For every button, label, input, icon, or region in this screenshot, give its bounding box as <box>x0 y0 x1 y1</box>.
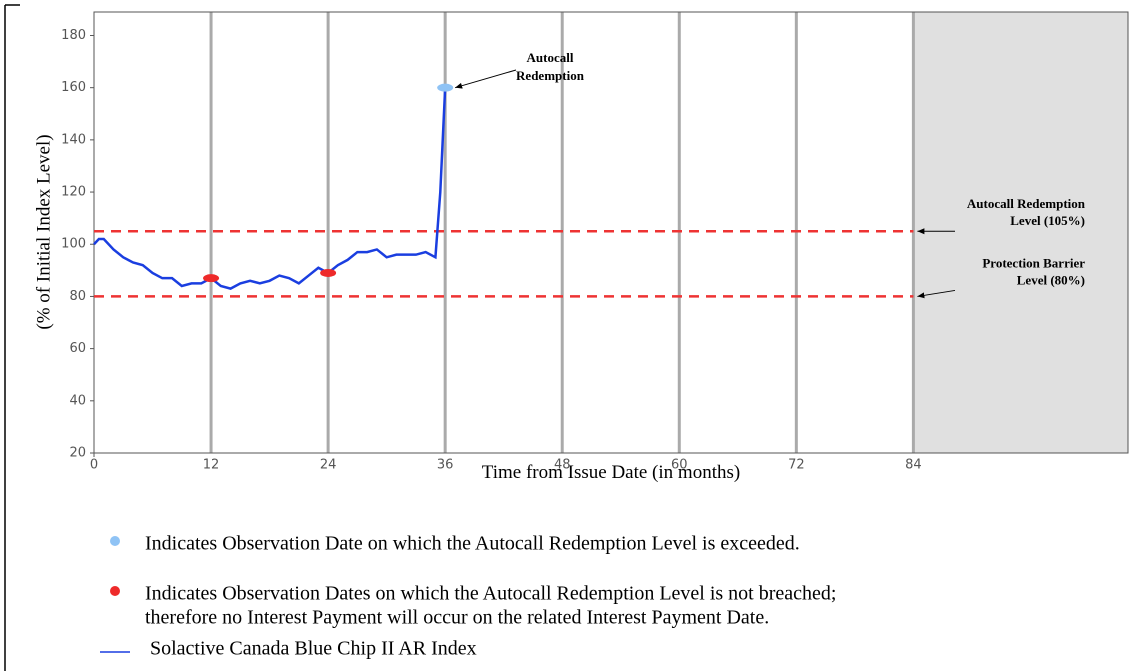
y-tick-label: 140 <box>61 132 86 147</box>
y-axis-label: (% of Initial Index Level) <box>33 134 54 329</box>
annotation-arrow <box>455 69 517 89</box>
annotation: Redemption <box>516 68 585 83</box>
x-axis-label: Time from Issue Date (in months) <box>482 462 740 483</box>
x-tick-label: 84 <box>905 458 922 473</box>
legend-label: Indicates Observation Date on which the … <box>145 533 800 555</box>
x-tick-label: 24 <box>320 458 337 473</box>
y-tick-label: 160 <box>61 80 86 95</box>
y-tick-label: 100 <box>61 237 86 252</box>
x-tick-label: 60 <box>671 458 688 473</box>
level-arrow <box>917 289 956 299</box>
x-tick-label: 36 <box>437 458 454 473</box>
observation-marker <box>203 274 220 283</box>
legend-marker <box>110 586 120 596</box>
level-label: Autocall Redemption <box>967 196 1086 211</box>
y-tick-label: 180 <box>61 28 86 43</box>
legend-marker <box>110 536 120 546</box>
x-tick-label: 12 <box>203 458 220 473</box>
legend-label: Solactive Canada Blue Chip II AR Index <box>150 638 477 660</box>
observation-marker <box>437 83 454 92</box>
x-tick-label: 48 <box>554 458 571 473</box>
index-line <box>93 87 447 290</box>
level-label: Level (80%) <box>1017 272 1085 287</box>
level-label: Level (105%) <box>1010 213 1085 228</box>
plot-border <box>93 11 1129 454</box>
shaded-region <box>913 12 1128 453</box>
y-tick-label: 60 <box>69 341 86 356</box>
observation-marker <box>320 268 337 277</box>
level-label: Protection Barrier <box>982 255 1085 270</box>
y-tick-label: 120 <box>61 185 86 200</box>
legend-label: therefore no Interest Payment will occur… <box>145 607 769 629</box>
legend-label: Indicates Observation Dates on which the… <box>145 583 836 605</box>
x-tick-label: 0 <box>90 458 98 473</box>
y-tick-label: 40 <box>69 393 86 408</box>
y-tick-label: 20 <box>69 446 86 461</box>
y-tick-label: 80 <box>69 289 86 304</box>
annotation: Autocall <box>527 50 574 65</box>
x-tick-label: 72 <box>788 458 805 473</box>
